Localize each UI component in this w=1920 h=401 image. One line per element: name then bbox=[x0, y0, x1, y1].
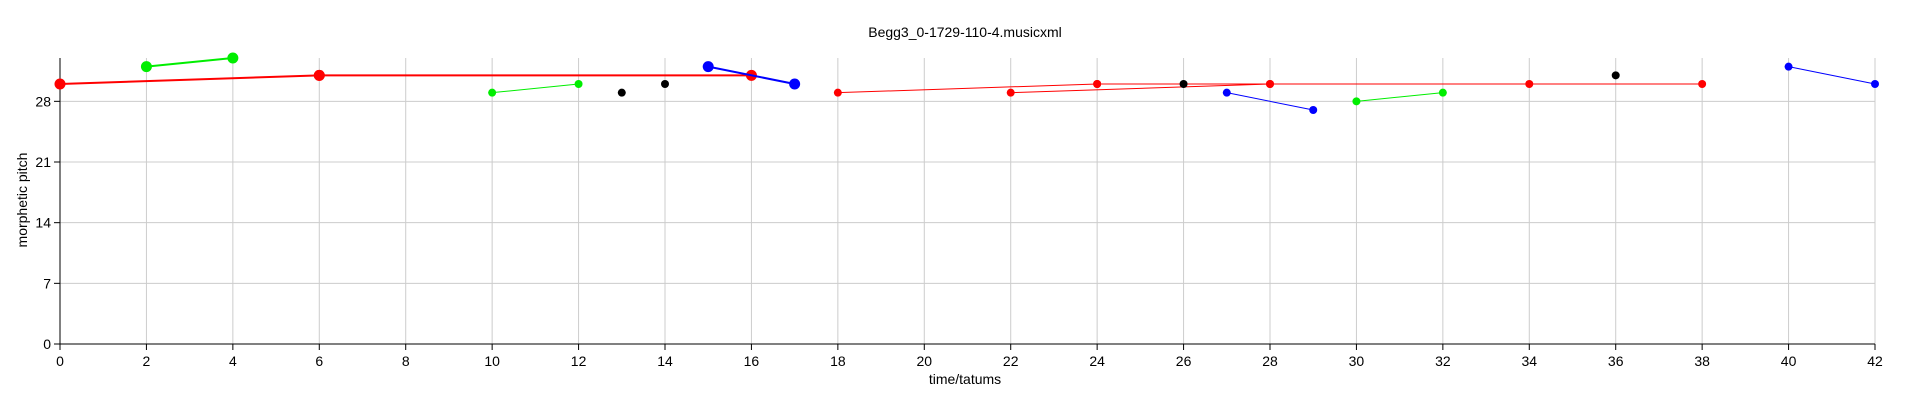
axes bbox=[59, 58, 1875, 345]
series-red bbox=[54, 69, 325, 90]
data-point bbox=[1438, 88, 1447, 97]
x-tick-label: 38 bbox=[1694, 353, 1710, 369]
x-tick-label: 0 bbox=[56, 353, 64, 369]
y-axis-title: morphetic pitch bbox=[14, 153, 30, 248]
series-line bbox=[146, 57, 233, 68]
data-point bbox=[1352, 97, 1361, 106]
series-red bbox=[833, 80, 1102, 97]
series-blue bbox=[1784, 62, 1879, 88]
x-axis-title: time/tatums bbox=[929, 371, 1001, 387]
data-point bbox=[1871, 80, 1879, 88]
x-tick-label: 30 bbox=[1349, 353, 1365, 369]
data-point bbox=[1611, 71, 1620, 80]
x-tick-label: 4 bbox=[229, 353, 237, 369]
series-line bbox=[1010, 83, 1271, 94]
series-line bbox=[59, 74, 320, 85]
x-tick-label: 42 bbox=[1867, 353, 1883, 369]
data-point bbox=[1179, 80, 1188, 88]
data-point bbox=[488, 88, 497, 97]
data-point bbox=[313, 69, 325, 81]
data-point bbox=[54, 78, 66, 90]
series-red bbox=[1266, 80, 1707, 88]
x-tick-label: 22 bbox=[1003, 353, 1019, 369]
y-tick-label: 7 bbox=[43, 275, 51, 291]
x-tick-label: 8 bbox=[402, 353, 410, 369]
x-tick-label: 16 bbox=[744, 353, 760, 369]
y-tick-label: 28 bbox=[35, 93, 51, 109]
x-tick-label: 14 bbox=[657, 353, 673, 369]
series-green bbox=[488, 80, 583, 97]
data-point bbox=[833, 88, 842, 97]
x-tick-label: 26 bbox=[1176, 353, 1192, 369]
series-black bbox=[1611, 71, 1620, 80]
data-point bbox=[789, 78, 801, 90]
data-point bbox=[1784, 62, 1793, 71]
series-line bbox=[1226, 92, 1314, 111]
data-point bbox=[1698, 80, 1707, 88]
data-point bbox=[1006, 88, 1015, 97]
y-tick-label: 14 bbox=[35, 215, 51, 231]
data-point bbox=[140, 61, 152, 73]
y-tick-label: 0 bbox=[43, 336, 51, 352]
x-tick-label: 32 bbox=[1435, 353, 1451, 369]
chart-title: Begg3_0-1729-110-4.musicxml bbox=[868, 24, 1062, 40]
data-point bbox=[227, 52, 239, 64]
series-green bbox=[1352, 88, 1447, 106]
series-blue bbox=[702, 61, 801, 90]
x-tick-label: 2 bbox=[143, 353, 151, 369]
x-tick-label: 12 bbox=[571, 353, 587, 369]
data-point bbox=[661, 80, 669, 88]
tick-marks: 0 2 4 6 8 10 12 14 16 18 20 22 24 26 28 30 32 34 36 38 40 420… bbox=[35, 93, 1883, 369]
data-series bbox=[54, 52, 1879, 114]
x-tick-label: 40 bbox=[1781, 353, 1797, 369]
x-tick-label: 20 bbox=[916, 353, 932, 369]
series-line bbox=[837, 83, 1098, 94]
series-red bbox=[313, 69, 757, 81]
x-tick-label: 10 bbox=[484, 353, 500, 369]
series-line bbox=[1788, 66, 1876, 85]
series-line bbox=[708, 65, 795, 85]
series-black bbox=[617, 88, 626, 97]
x-tick-label: 6 bbox=[315, 353, 323, 369]
x-tick-label: 18 bbox=[830, 353, 846, 369]
series-black bbox=[661, 80, 669, 88]
grid-lines bbox=[59, 58, 1876, 345]
y-tick-label: 21 bbox=[35, 154, 51, 170]
data-point bbox=[617, 88, 626, 97]
series-green bbox=[140, 52, 239, 73]
series-line bbox=[492, 83, 579, 94]
data-point bbox=[1309, 106, 1318, 114]
data-point bbox=[1222, 88, 1231, 97]
x-tick-label: 34 bbox=[1521, 353, 1537, 369]
series-line bbox=[1356, 92, 1443, 102]
series-black bbox=[1179, 80, 1188, 88]
x-tick-label: 36 bbox=[1608, 353, 1624, 369]
data-point bbox=[1093, 80, 1102, 88]
data-point bbox=[702, 61, 714, 73]
data-point bbox=[574, 80, 583, 88]
x-tick-label: 28 bbox=[1262, 353, 1278, 369]
x-tick-label: 24 bbox=[1089, 353, 1105, 369]
data-point bbox=[1266, 80, 1274, 88]
series-blue bbox=[1222, 88, 1318, 114]
